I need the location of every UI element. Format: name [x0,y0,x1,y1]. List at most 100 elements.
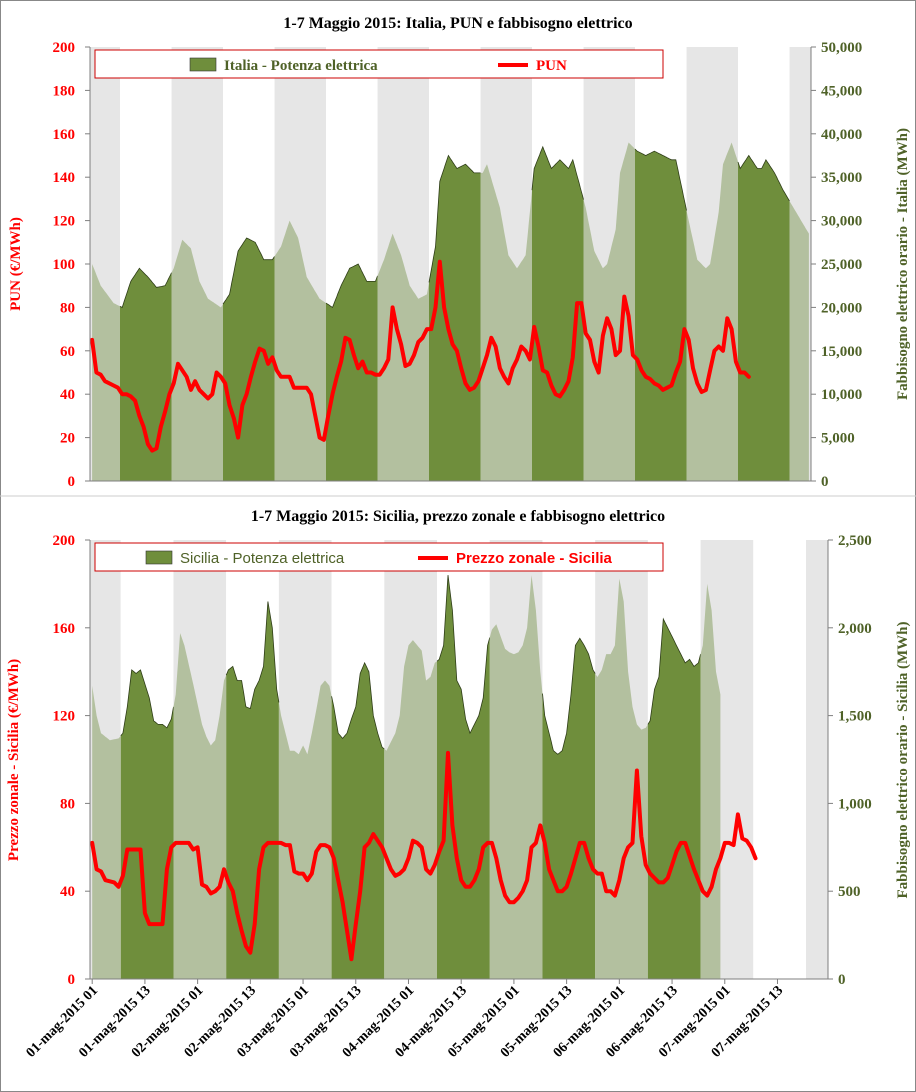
area-segment-outline [634,148,687,211]
left-tick-label: 0 [68,972,76,988]
left-tick-label: 100 [53,257,76,273]
area-segment [700,583,721,979]
area-segment-outline [225,601,280,710]
area-segment-outline [119,267,172,308]
area-segment [226,601,279,979]
area-segment [326,264,378,481]
chart-1-right-axis-label: Fabbisogno elettrico orario - Italia (MW… [895,128,911,400]
right-tick-label: 50,000 [821,40,862,56]
chart-2-title: 1-7 Maggio 2015: Sicilia, prezzo zonale … [251,508,665,525]
left-tick-label: 40 [60,387,75,403]
area-segment-outline [531,145,584,200]
area-segment [171,239,223,481]
area-segment-outline [737,154,790,202]
chart-1-title: 1-7 Maggio 2015: Italia, PUN e fabbisogn… [283,15,632,32]
area-segment-outline [436,575,491,735]
right-tick-label: 10,000 [821,387,862,403]
area-segment [331,662,385,979]
left-tick-label: 160 [53,127,76,143]
right-tick-label: 2,500 [838,533,872,549]
chart-1-area [92,142,809,482]
right-tick-label: 500 [838,884,861,900]
left-tick-label: 40 [60,884,75,900]
right-tick-label: 20,000 [821,300,862,316]
area-segment [686,142,738,481]
right-tick-label: 40,000 [821,127,862,143]
area-segment [595,578,648,979]
chart-2-left-axis-label: Prezzo zonale - Sicilia (€/MWh) [6,659,22,861]
area-segment-outline [331,661,385,750]
left-tick-label: 60 [60,344,75,360]
chart-1-legend-box [94,49,664,79]
area-segment [384,640,437,979]
left-tick-label: 0 [68,474,76,490]
chart-2-legend: Sicilia - Potenza elettrica Prezzo zonal… [94,542,664,572]
left-tick-label: 180 [53,83,76,99]
right-tick-label: 0 [838,972,846,988]
area-segment [278,680,332,979]
left-tick-label: 200 [53,40,76,56]
chart-2-legend-area-label: Sicilia - Potenza elettrica [180,550,345,567]
left-tick-label: 80 [60,300,75,316]
area-segment-outline [647,617,701,725]
left-tick-label: 80 [60,796,75,812]
chart-2-legend-box [94,542,664,572]
chart-1-legend: Italia - Potenza elettrica PUN [94,49,664,79]
right-tick-label: 25,000 [821,257,862,273]
right-tick-label: 2,000 [838,621,872,637]
area-segment-outline [325,263,378,308]
area-segment [480,164,532,481]
area-segment [542,638,596,979]
area-segment [647,619,701,979]
area-segment [120,669,174,979]
area-segment-outline [542,637,596,755]
area-segment [120,268,172,481]
area-segment-outline [222,237,275,305]
chart-2-right-ticks: 0 500 1,000 1,500 2,000 2,500 [828,533,872,988]
left-tick-label: 20 [60,431,75,447]
price-line [90,259,751,453]
chart-1-legend-line-label: PUN [536,58,567,74]
area-segment [583,142,635,481]
right-tick-label: 15,000 [821,344,862,360]
chart-italia: 1-7 Maggio 2015: Italia, PUN e fabbisogn… [8,15,911,490]
right-tick-label: 1,500 [838,709,872,725]
chart-2-line [90,750,758,962]
right-tick-label: 30,000 [821,214,862,230]
left-tick-label: 160 [53,621,76,637]
right-tick-label: 1,000 [838,796,872,812]
area-segment-outline [428,154,481,283]
left-tick-label: 200 [53,533,76,549]
area-segment [738,155,790,481]
chart-1-right-ticks: 0 5,000 10,000 15,000 20,000 25,000 30,000 35,0… [811,40,862,490]
chart-2-legend-area-swatch [145,550,173,565]
day-band [806,540,828,979]
area-segment [92,685,121,979]
chart-2-right-axis-label: Fabbisogno elettrico orario - Sicilia (M… [895,621,911,898]
chart-1-legend-area-label: Italia - Potenza elettrica [224,58,378,74]
price-line [90,750,758,962]
chart-1-left-axis-label: PUN (€/MWh) [8,217,24,311]
chart-2-left-ticks: 0 40 80 120 160 200 [53,533,90,988]
left-tick-label: 120 [53,214,76,230]
area-segment [92,264,120,481]
area-segment [429,155,481,481]
left-tick-label: 120 [53,709,76,725]
right-tick-label: 45,000 [821,83,862,99]
chart-2-legend-line-label: Prezzo zonale - Sicilia [456,550,613,567]
right-tick-label: 0 [821,474,829,490]
left-tick-label: 140 [53,170,76,186]
area-segment [635,149,687,481]
day-band [753,540,807,979]
right-tick-label: 35,000 [821,170,862,186]
area-segment [789,201,809,481]
area-segment [274,220,326,481]
chart-sicilia: 1-7 Maggio 2015: Sicilia, prezzo zonale … [6,508,911,1061]
chart-1-left-ticks: 0 20 40 60 80 100 120 140 160 180 200 [53,40,90,490]
right-tick-label: 5,000 [821,431,855,447]
chart-1-legend-area-swatch [189,57,217,72]
area-segment-outline [120,669,174,737]
area-segment [532,146,584,482]
chart-1-line [90,259,751,453]
